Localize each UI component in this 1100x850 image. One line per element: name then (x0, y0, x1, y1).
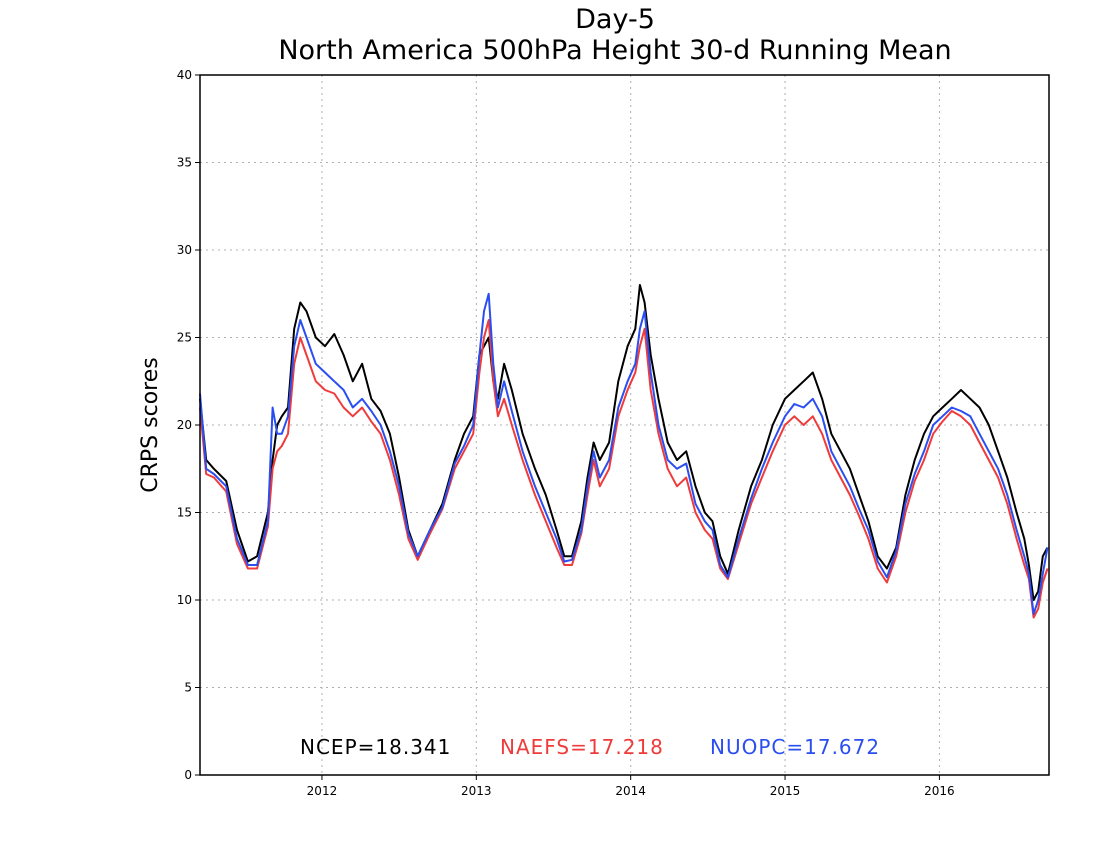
grid (200, 75, 1049, 775)
y-tick-label: 35 (177, 156, 192, 170)
series-line-naefs (199, 319, 1049, 619)
y-tick-label: 15 (177, 506, 192, 520)
x-tick-label: 2016 (924, 784, 955, 798)
series-line-nuopc (199, 292, 1049, 615)
legend: NCEP=18.341 NAEFS=17.218 NUOPC=17.672 (300, 735, 880, 759)
x-axis-ticks: 2012 2013 2014 2015 2016 (307, 775, 955, 798)
x-tick-label: 2015 (770, 784, 801, 798)
chart-title: Day-5 (575, 4, 655, 35)
legend-entry-naefs: NAEFS=17.218 (500, 735, 664, 759)
x-tick-label: 2014 (615, 784, 646, 798)
chart-subtitle: North America 500hPa Height 30-d Running… (278, 35, 951, 66)
y-tick-label: 0 (184, 768, 192, 782)
series-group (199, 284, 1049, 619)
series-line-ncep (199, 284, 1049, 601)
y-tick-label: 25 (177, 331, 192, 345)
y-tick-label: 20 (177, 418, 192, 432)
y-tick-label: 5 (184, 681, 192, 695)
plot-frame (199, 74, 1050, 776)
x-tick-label: 2013 (461, 784, 492, 798)
y-axis-ticks: 0 5 10 15 20 25 30 35 40 (177, 68, 200, 782)
y-tick-label: 10 (177, 593, 192, 607)
y-tick-label: 30 (177, 243, 192, 257)
legend-entry-nuopc: NUOPC=17.672 (710, 735, 880, 759)
x-tick-label: 2012 (307, 784, 338, 798)
legend-entry-ncep: NCEP=18.341 (300, 735, 451, 759)
y-axis-label: CRPS scores (138, 357, 163, 492)
y-tick-label: 40 (177, 68, 192, 82)
